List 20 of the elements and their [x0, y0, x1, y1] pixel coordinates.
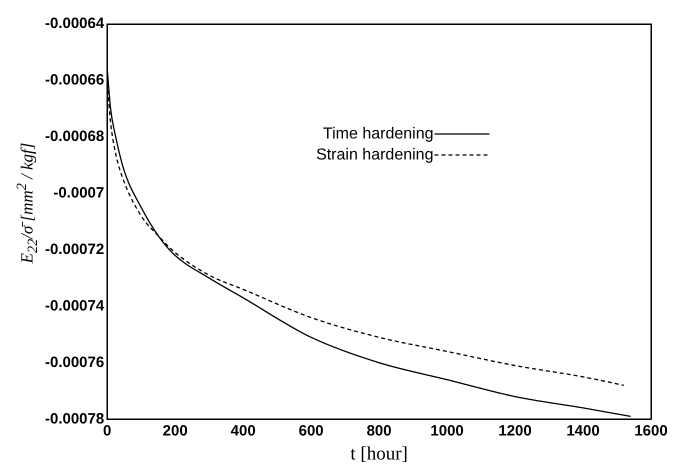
- y-tick-label: -0.00066: [45, 72, 104, 89]
- y-tick-label: -0.00078: [45, 410, 104, 428]
- y-tick-label: -0.00074: [45, 297, 105, 314]
- y-tick-label: -0.00064: [45, 15, 105, 32]
- x-tick-label: 600: [298, 422, 324, 440]
- x-tick-label: 1400: [566, 422, 600, 440]
- y-tick-label: -0.0007: [53, 184, 104, 202]
- x-tick-label: 400: [230, 422, 256, 440]
- y-tick-label: -0.00072: [45, 240, 104, 258]
- legend-label: Strain hardening: [316, 146, 434, 164]
- x-axis-title: t [hour]: [350, 444, 408, 465]
- x-tick-label: 1000: [430, 422, 464, 440]
- y-tick-label: -0.00076: [45, 354, 104, 371]
- y-tick-label: -0.00068: [45, 128, 104, 146]
- x-tick-label: 1600: [634, 422, 668, 440]
- legend-label: Time hardening: [322, 125, 434, 142]
- x-tick-label: 0: [103, 422, 112, 440]
- x-tick-label: 1200: [498, 422, 532, 440]
- x-tick-label: 200: [162, 422, 188, 440]
- x-tick-label: 800: [366, 422, 392, 440]
